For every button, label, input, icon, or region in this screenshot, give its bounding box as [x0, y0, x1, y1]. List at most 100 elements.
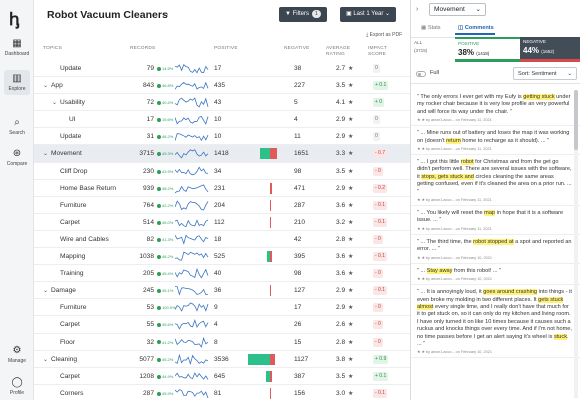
table-row[interactable]: ⌄ App 843 46.8% 435 227 3.5 ★ + 0.1 — [34, 77, 410, 95]
nav-search[interactable]: ⌕ Search — [0, 117, 34, 136]
comment-item[interactable]: “ ... You likely will reset the map in h… — [411, 206, 580, 235]
date-range-button[interactable]: ▣ Last 1 Year ⌄ — [340, 7, 397, 22]
negative-count: 17 — [294, 304, 302, 312]
table-row[interactable]: Furniture 764 42.2% 204 287 3.6 ★ - 0.1 — [34, 197, 410, 214]
records-percent: 45.0% — [157, 220, 173, 225]
chevron-right-icon[interactable]: › — [416, 6, 419, 13]
sentiment-negative-percent: 44% — [523, 46, 540, 55]
tab-stats[interactable]: ▦ Stats — [421, 25, 441, 31]
topic-selector[interactable]: Movement ⌄ — [429, 3, 486, 16]
table-row[interactable]: Furniture 53 100.0% 9 17 2.9 ★ - 0 — [34, 299, 410, 317]
comment-item[interactable]: “ ... It is annoyingly loud, it goes aro… — [411, 285, 580, 359]
chevron-down-icon[interactable]: ⌄ — [43, 288, 49, 295]
col-records[interactable]: RECORDS — [130, 46, 156, 51]
table-row[interactable]: ⌄ Damage 245 45.1% 36 127 2.9 ★ - 0.1 — [34, 282, 410, 300]
nav-label: Profile — [9, 390, 25, 396]
average-rating: 2.9 — [336, 287, 346, 295]
table-row[interactable]: ⌄ Movement 3715 45.3% 1418 1651 3.3 ★ - 0.7 — [34, 145, 410, 163]
records-percent: 100.0% — [157, 305, 176, 310]
positive-bar — [267, 251, 270, 263]
negative-count: 227 — [294, 82, 306, 90]
average-rating: 2.9 — [336, 116, 346, 124]
table-row[interactable]: Cliff Drop 230 43.9% 34 98 3.5 ★ - 0 — [34, 163, 410, 180]
nav-item-box: ⊛ Compare — [0, 148, 34, 167]
chevron-down-icon[interactable]: ⌄ — [43, 356, 49, 363]
negative-count: 26 — [294, 321, 302, 329]
filters-button[interactable]: ▼ Filters 1 — [279, 7, 327, 22]
col-negative[interactable]: NEGATIVE — [284, 46, 310, 51]
average-rating: 3.8 — [336, 355, 346, 363]
records-count: 1208 — [139, 372, 154, 380]
comment-text: “ ... It is annoyingly loud, it goes aro… — [417, 289, 572, 347]
topic-name: Floor — [60, 338, 76, 346]
average-rating: 3.0 — [336, 389, 346, 397]
nav-label: Compare — [6, 161, 28, 167]
topic-name: App — [51, 82, 63, 90]
chevron-down-icon[interactable]: ⌄ — [43, 83, 49, 90]
star-icon: ★ — [348, 66, 354, 72]
nav-compare[interactable]: ⊛ Compare — [0, 148, 34, 167]
comment-item[interactable]: “ ... Stay away from this robot! ... ” ★ … — [411, 264, 580, 286]
comment-item[interactable]: “ The only errors I ever get with my Euf… — [411, 90, 580, 127]
average-rating: 3.5 — [336, 82, 346, 90]
sentiment-positive[interactable]: POSITIVE 38% (1418) — [455, 37, 520, 59]
col-average-rating[interactable]: AVERAGE RATING — [326, 46, 351, 57]
table-row[interactable]: Wire and Cables 82 41.3% 18 42 2.8 ★ - 0 — [34, 231, 410, 249]
col-impact-score[interactable]: IMPACT SCORE — [368, 46, 387, 57]
table-row[interactable]: Carpet 1208 44.9% 645 387 3.5 ★ + 0.1 — [34, 368, 410, 385]
export-label: Export as PDF — [369, 32, 403, 38]
records-count: 72 — [146, 99, 154, 107]
nav-dashboard[interactable]: ▦ Dashboard — [0, 38, 34, 57]
table-row[interactable]: ⌄ Usability 72 40.4% 43 5 4.1 ★ + 0 — [34, 94, 410, 112]
table-row[interactable]: Carpet 55 45.6% 4 26 2.6 ★ - 0 — [34, 316, 410, 334]
table-row[interactable]: Carpet 514 45.0% 112 210 3.2 ★ - 0.1 — [34, 214, 410, 231]
col-topics[interactable]: TOPICS — [43, 46, 62, 51]
table-row[interactable]: Update 31 46.2% 10 11 2.9 ★ 0 — [34, 128, 410, 146]
negative-count: 387 — [294, 372, 306, 380]
table-row[interactable]: Corners 287 45.9% 81 156 3.0 ★ - 0.1 — [34, 385, 410, 400]
full-toggle[interactable] — [416, 71, 426, 77]
impact-score-badge: - 0.7 — [373, 149, 388, 159]
nav-manage[interactable]: ⚙ Manage — [0, 345, 34, 364]
comments-scrollbar-thumb[interactable] — [574, 90, 578, 150]
tab-comments[interactable]: ◫ Comments — [458, 25, 494, 31]
table-row[interactable]: Mapping 1038 46.2% 525 395 3.6 ★ - 0.1 — [34, 248, 410, 266]
export-pdf-link[interactable]: ⤓ Export as PDF — [366, 32, 402, 38]
nav-label: Manage — [7, 358, 27, 364]
search-icon[interactable]: ⌕ — [163, 9, 169, 20]
negative-count: 127 — [294, 287, 306, 295]
table-row[interactable]: Training 205 45.4% 40 98 3.6 ★ - 0 — [34, 265, 410, 283]
positive-count: 1418 — [214, 150, 229, 158]
positive-count: 231 — [214, 184, 226, 192]
records-percent: 42.2% — [157, 203, 173, 208]
star-icon: ★ — [348, 168, 354, 175]
chevron-down-icon: ⌄ — [475, 6, 481, 13]
table-row[interactable]: UI 17 15.6% 10 4 2.9 ★ 0 — [34, 111, 410, 129]
table-row[interactable]: Update 79 14.5% 17 38 2.7 ★ 0 — [34, 60, 410, 78]
col-positive[interactable]: POSITIVE — [214, 46, 238, 51]
sparkline — [175, 319, 209, 331]
positive-count: 8 — [214, 338, 218, 346]
sort-select[interactable]: Sort: Sentiment ⌄ — [513, 67, 577, 80]
chevron-down-icon[interactable]: ⌄ — [52, 100, 58, 107]
sentiment-all[interactable]: ALL (3715) — [411, 37, 455, 59]
comment-item[interactable]: “ ... I got this little robot for Christ… — [411, 155, 580, 207]
comment-item[interactable]: “ ... Mine runs out of battery and loses… — [411, 126, 580, 156]
positive-count: 9 — [214, 304, 218, 312]
table-row[interactable]: Home Base Return 939 48.2% 231 471 2.9 ★ - 0.2 — [34, 180, 410, 197]
nav-profile[interactable]: ◯ Profile — [0, 377, 34, 396]
table-row[interactable]: Floor 32 41.2% 8 15 2.8 ★ - 0 — [34, 334, 410, 351]
comment-item[interactable]: “ ... The third time, the robot stopped … — [411, 235, 580, 264]
sentiment-all-count: (3715) — [414, 48, 428, 53]
comments-scrollbar[interactable] — [574, 90, 578, 398]
nav-explore[interactable]: ▥ Explore — [0, 70, 34, 95]
chevron-down-icon[interactable]: ⌄ — [43, 151, 49, 158]
search-icon: ⌕ — [14, 117, 20, 128]
sparkline — [175, 336, 209, 348]
topic-name: Update — [60, 65, 82, 72]
table-row[interactable]: ⌄ Cleaning 5077 45.2% 3536 1127 3.8 ★ + 0.9 — [34, 351, 410, 368]
nav-item-box: ▦ Dashboard — [0, 38, 34, 57]
negative-bar — [270, 285, 271, 297]
sentiment-negative[interactable]: NEGATIVE 44% (1652) — [520, 37, 580, 59]
negative-count: 98 — [294, 270, 302, 278]
